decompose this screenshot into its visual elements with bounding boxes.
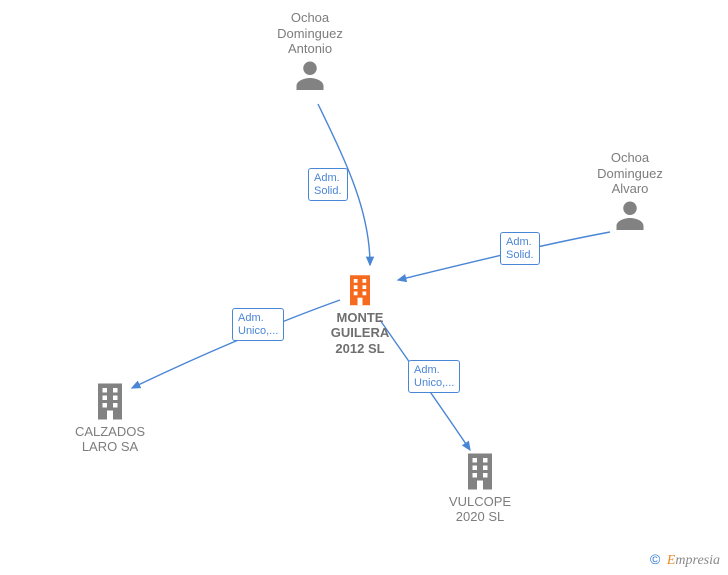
company-icon — [345, 272, 375, 306]
company-icon — [92, 380, 128, 420]
node-label: MONTEGUILERA2012 SL — [315, 310, 405, 357]
node-label: VULCOPE2020 SL — [435, 494, 525, 525]
node-center[interactable]: MONTEGUILERA2012 SL — [315, 272, 405, 356]
brand-rest: mpresia — [675, 553, 720, 568]
node-p2[interactable]: OchoaDominguezAlvaro — [585, 150, 675, 236]
company-icon — [462, 450, 498, 490]
node-label: OchoaDominguezAntonio — [265, 10, 355, 57]
node-c2[interactable]: VULCOPE2020 SL — [435, 450, 525, 525]
node-p1[interactable]: OchoaDominguezAntonio — [265, 10, 355, 96]
node-label: OchoaDominguezAlvaro — [585, 150, 675, 197]
edge-label-1: Adm.Solid. — [500, 232, 540, 265]
watermark: © Empresia — [650, 551, 720, 569]
person-icon — [292, 57, 328, 93]
node-icon-wrap — [65, 380, 155, 424]
person-icon — [612, 197, 648, 233]
copyright-symbol: © — [650, 551, 660, 567]
node-icon-wrap — [435, 450, 525, 494]
node-icon-wrap — [585, 197, 675, 237]
node-label: CALZADOSLARO SA — [65, 424, 155, 455]
diagram-stage: MONTEGUILERA2012 SL OchoaDominguezAntonio… — [0, 0, 728, 575]
node-icon-wrap — [265, 57, 355, 97]
edge-label-3: Adm.Unico,... — [408, 360, 460, 393]
edge-label-0: Adm.Solid. — [308, 168, 348, 201]
edge-label-2: Adm.Unico,... — [232, 308, 284, 341]
node-icon-wrap — [315, 272, 405, 310]
node-c1[interactable]: CALZADOSLARO SA — [65, 380, 155, 455]
